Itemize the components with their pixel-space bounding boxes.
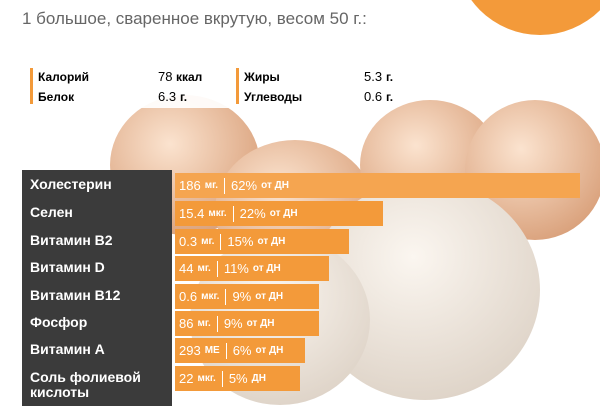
separator [225, 342, 227, 359]
bar [175, 366, 300, 391]
suffix: от ДН [255, 345, 284, 356]
amount: 86 [179, 316, 194, 331]
separator [225, 288, 227, 305]
value-label: 62% [231, 178, 258, 193]
bar [175, 201, 384, 226]
value-label: 9% [232, 289, 252, 304]
suffix: от ДН [257, 236, 286, 247]
summary-label: Жиры [244, 70, 280, 84]
label-panel [22, 170, 172, 406]
separator [224, 177, 226, 194]
summary-unit: ккал [176, 70, 203, 84]
summary-label: Углеводы [244, 90, 303, 104]
bar-label: 15.4 мкг. 22% от ДН [179, 201, 298, 226]
bar-label: 293 МЕ 6% от ДН [179, 338, 283, 363]
category-label: Холестерин [30, 176, 112, 192]
bar [175, 229, 349, 254]
value-label: 11% [223, 261, 249, 276]
summary-unit: г. [386, 90, 394, 104]
bar-label: 22 мкг. 5% ДН [179, 366, 266, 391]
summary-value: 5.3 [364, 69, 383, 84]
value-label: 5% [228, 371, 248, 386]
suffix: от ДН [255, 291, 284, 302]
value-label: 6% [232, 343, 252, 358]
separator [220, 233, 222, 250]
amount: 44 [179, 261, 194, 276]
category-label: Витамин B2 [30, 232, 113, 248]
amount: 186 [179, 178, 201, 193]
suffix: от ДН [252, 263, 281, 274]
category-label: Селен [30, 204, 73, 220]
bar-label: 86 мг. 9% от ДН [179, 311, 275, 336]
category-label: Соль фолиевой кислоты [30, 369, 141, 400]
summary-value: 6.3 [158, 89, 177, 104]
separator [221, 370, 223, 387]
unit: мг. [204, 180, 219, 191]
bar-label: 0.3 мг. 15% от ДН [179, 229, 285, 254]
summary-label: Калорий [38, 70, 90, 84]
unit: мкг. [208, 208, 227, 219]
unit: мг. [197, 263, 211, 274]
suffix: от ДН [269, 208, 298, 219]
bar-label: 44 мг. 11% от ДН [179, 256, 281, 281]
separator [232, 205, 234, 222]
bar-label: 186 мг. 62% от ДН [179, 173, 289, 198]
amount: 293 [179, 343, 201, 358]
bar [175, 338, 305, 363]
divider [30, 68, 33, 104]
unit: мг. [197, 318, 211, 329]
amount: 0.6 [179, 289, 198, 304]
value-label: 9% [223, 316, 243, 331]
bar [175, 173, 580, 198]
category-label: Витамин D [30, 259, 105, 275]
category-label: Витамин B12 [30, 287, 121, 303]
amount: 0.3 [179, 234, 198, 249]
value-label: 22% [239, 206, 266, 221]
summary-box: Калорий 78 ккал Белок 6.3 г. Жиры 5.3 г. Углеводы… [28, 62, 393, 108]
summary-label: Белок [38, 90, 75, 104]
summary-unit: г. [180, 90, 188, 104]
amount: 22 [179, 371, 194, 386]
value-label: 15% [227, 234, 254, 249]
bar [175, 284, 320, 309]
summary-value: 78 [158, 69, 173, 84]
unit: мг. [201, 236, 215, 247]
title: 1 большое, сваренное вкрутую, весом 50 г… [22, 9, 367, 28]
suffix: от ДН [261, 180, 289, 191]
category-label: Фосфор [30, 314, 88, 330]
suffix: ДН [251, 373, 266, 384]
divider [236, 68, 239, 104]
summary-unit: г. [386, 70, 394, 84]
unit: МЕ [204, 345, 220, 356]
bar [175, 311, 320, 336]
category-label: Витамин A [30, 341, 105, 357]
amount: 15.4 [179, 206, 205, 221]
bar-label: 0.6 мкг. 9% от ДН [179, 284, 283, 309]
bar [175, 256, 330, 281]
separator [216, 315, 218, 332]
separator [216, 260, 218, 277]
summary-value: 0.6 [364, 89, 383, 104]
suffix: от ДН [246, 318, 275, 329]
unit: мкг. [201, 291, 220, 302]
unit: мкг. [197, 373, 216, 384]
